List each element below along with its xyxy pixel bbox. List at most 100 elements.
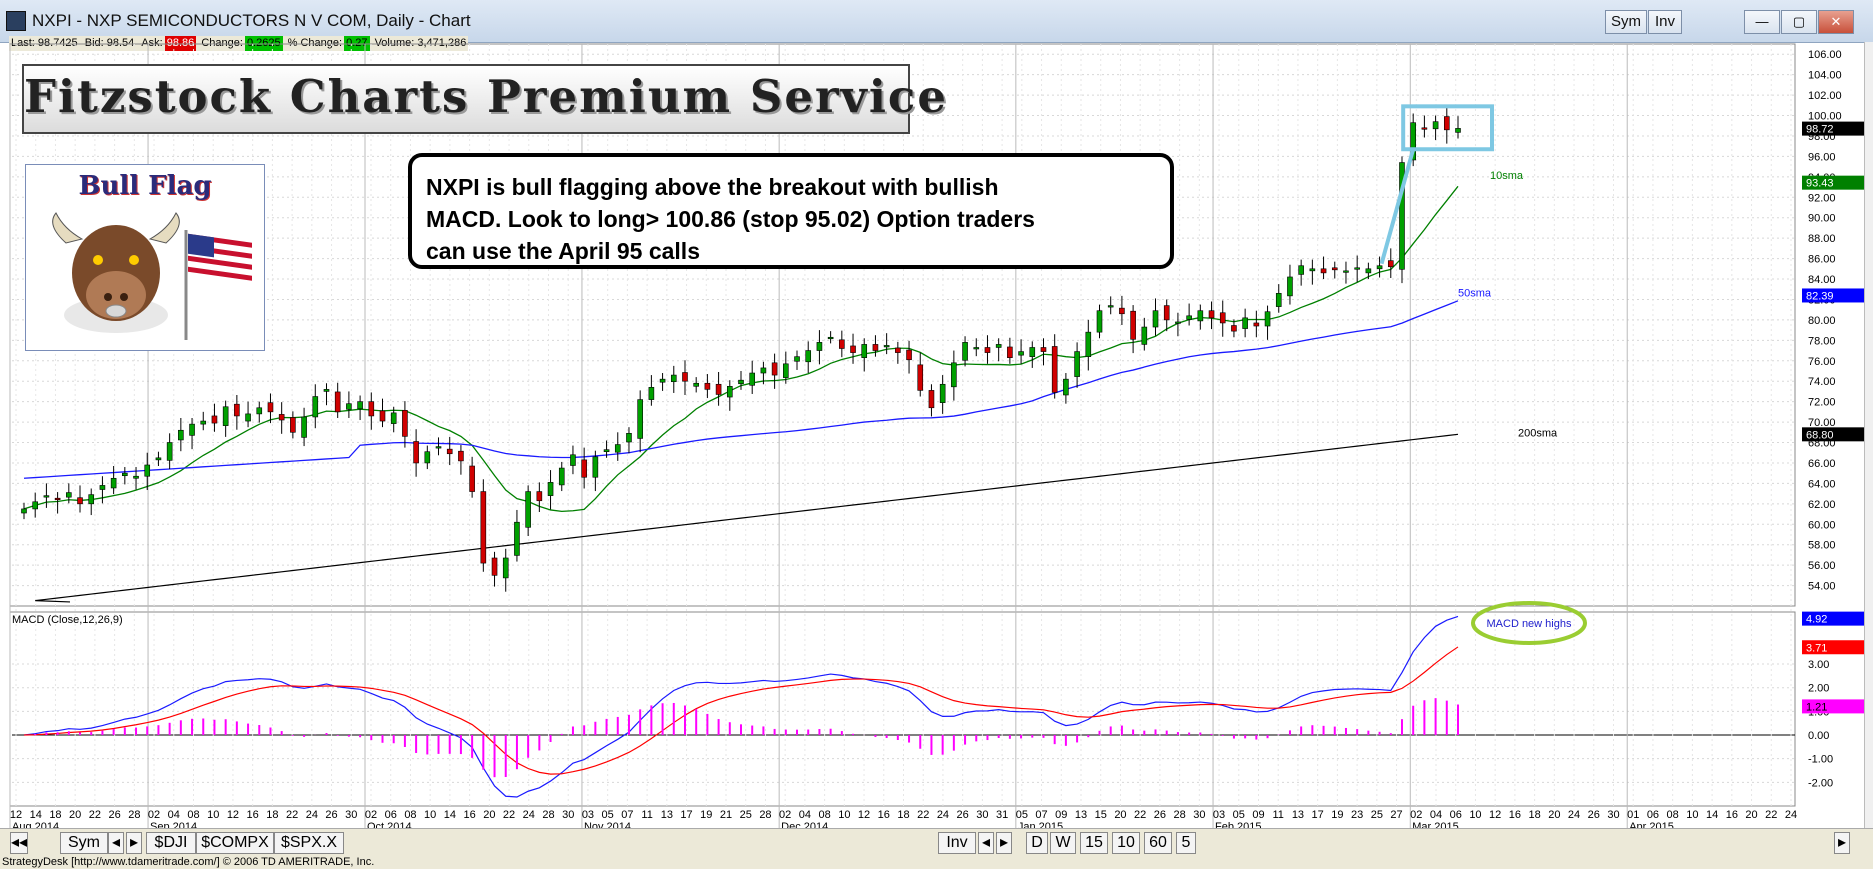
bull-illustration (52, 212, 252, 340)
maximize-button[interactable]: ▢ (1781, 10, 1817, 34)
price-axis: 54.0056.0058.0060.0062.0064.0066.0068.00… (1808, 49, 1842, 789)
sma200-tag-bg (1802, 427, 1864, 442)
tab-dji[interactable]: $DJI (146, 832, 196, 854)
candle-body (558, 467, 565, 486)
banner-text: Fitzstock Charts Premium Service (24, 70, 948, 123)
candle-body (1130, 310, 1136, 340)
side-toolbar[interactable] (1864, 42, 1873, 828)
price-tick-label: 88.00 (1808, 233, 1836, 245)
candle-body (693, 382, 699, 387)
candle-body (110, 477, 117, 489)
date-tick-label: 04 (799, 809, 811, 821)
candle-body (917, 364, 924, 391)
candle-body (1152, 310, 1159, 328)
tab-weekly[interactable]: W (1050, 832, 1076, 854)
candle-body (346, 403, 352, 410)
prev-interval-button[interactable]: ◂ (978, 832, 994, 854)
candle-body (1018, 351, 1024, 356)
tab-60min[interactable]: 60 (1144, 832, 1172, 854)
candle-body (502, 557, 509, 579)
candle-body (435, 446, 442, 449)
close-button[interactable]: ✕ (1818, 10, 1854, 34)
candle-body (1186, 315, 1192, 320)
sym-button[interactable]: Sym (1605, 10, 1647, 34)
next-interval-button[interactable]: ▸ (996, 832, 1012, 854)
tab-5min[interactable]: 5 (1176, 832, 1196, 854)
date-tick-label: 24 (523, 809, 535, 821)
candle-body (390, 412, 397, 424)
date-tick-label: 19 (700, 809, 712, 821)
candle-body (1208, 310, 1215, 319)
date-tick-label: 12 (1489, 809, 1501, 821)
price-tick-label: 102.00 (1808, 90, 1842, 102)
candle-body (973, 347, 980, 350)
minimize-button[interactable]: — (1744, 10, 1780, 34)
date-tick-label: 21 (720, 809, 732, 821)
candle-body (323, 389, 330, 392)
candle-body (290, 417, 296, 433)
tab-15min[interactable]: 15 (1080, 832, 1108, 854)
scroll-right-button[interactable]: ▸ (1834, 832, 1850, 854)
candle-body (1074, 351, 1080, 377)
window-title: NXPI - NXP SEMICONDUCTORS N V COM, Daily… (32, 11, 471, 30)
next-symbol-button[interactable]: ▸ (126, 832, 142, 854)
tab-spx[interactable]: $SPX.X (274, 832, 344, 854)
candle-body (1309, 268, 1316, 272)
candle-body (1443, 116, 1450, 131)
candle-body (771, 362, 778, 376)
candle-body (939, 383, 946, 403)
macd-tick-label: -2.00 (1808, 777, 1833, 789)
price-tick-label: 92.00 (1808, 192, 1836, 204)
date-tick-label: 25 (740, 809, 752, 821)
tab-compx[interactable]: $COMPX (196, 832, 274, 854)
tab-10min[interactable]: 10 (1112, 832, 1140, 854)
scroll-first-button[interactable]: ◂◂ (10, 832, 28, 854)
candle-body (312, 396, 319, 418)
date-tick-label: 02 (779, 809, 791, 821)
month-label: Apr 2015 (1629, 821, 1674, 828)
candle-body (760, 367, 767, 374)
candle-body (637, 399, 643, 439)
candle-body (906, 349, 912, 361)
candle-body (883, 345, 890, 348)
price-tick-label: 56.00 (1808, 560, 1836, 572)
candle-body (1085, 331, 1092, 357)
candle-body (626, 433, 632, 443)
macd-last-tag: 4.92 (1806, 614, 1827, 626)
date-tick-label: 04 (1430, 809, 1442, 821)
prev-symbol-button[interactable]: ◂ (108, 832, 124, 854)
note-line-2: MACD. Look to long> 100.86 (stop 95.02) … (426, 206, 1035, 232)
candle-body (155, 457, 162, 461)
candle-body (32, 501, 39, 510)
tab-daily[interactable]: D (1026, 832, 1048, 854)
candle-body (1354, 267, 1360, 270)
candle-body (301, 416, 307, 438)
inv-button[interactable]: Inv (1648, 10, 1682, 34)
candle-body (1298, 265, 1304, 275)
candle-body (1007, 346, 1013, 358)
title-bar: NXPI - NXP SEMICONDUCTORS N V COM, Daily… (0, 0, 1873, 43)
candle-body (480, 491, 487, 564)
chart-tabs: ◂◂ Sym ◂ ▸ $DJI $COMPX $SPX.X Inv ◂ ▸ D … (0, 832, 1873, 854)
candle-body (1331, 267, 1338, 271)
date-tick-label: 07 (621, 809, 633, 821)
date-tick-label: 10 (1469, 809, 1481, 821)
candle-body (850, 345, 856, 353)
date-tick-label: 13 (1292, 809, 1304, 821)
tab-sym[interactable]: Sym (60, 832, 108, 854)
candle-body (816, 342, 823, 351)
last-price-tag-bg (1802, 121, 1864, 136)
trade-note: NXPI is bull flagging above the breakout… (408, 153, 1174, 269)
status-bar: ◂◂ Sym ◂ ▸ $DJI $COMPX $SPX.X Inv ◂ ▸ D … (0, 828, 1873, 869)
candle-body (547, 482, 554, 496)
date-tick-label: 02 (148, 809, 160, 821)
date-tick-label: 30 (1193, 809, 1205, 821)
date-tick-label: 15 (1095, 809, 1107, 821)
candle-body (738, 379, 744, 385)
date-tick-label: 20 (1548, 809, 1560, 821)
bull-flag-image: Bull Flag (25, 164, 265, 351)
date-tick-label: 24 (937, 809, 949, 821)
candle-body (1197, 310, 1204, 322)
tab-inv[interactable]: Inv (938, 832, 976, 854)
sma50-line (23, 300, 1459, 479)
